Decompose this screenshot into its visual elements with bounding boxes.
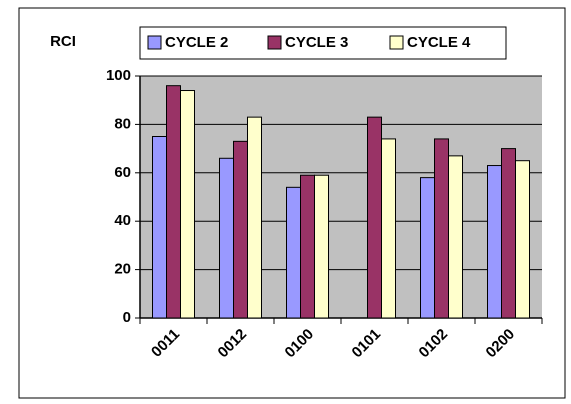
bar	[487, 165, 502, 319]
legend-label: CYCLE 2	[165, 34, 228, 51]
bar	[300, 174, 315, 319]
y-tick-label: 40	[114, 212, 131, 229]
y-tick-label: 0	[123, 309, 131, 326]
bar	[314, 174, 329, 319]
bar	[367, 116, 382, 319]
legend-swatch	[389, 35, 404, 50]
bar	[434, 138, 449, 319]
bar	[180, 90, 195, 319]
bar	[233, 140, 248, 319]
legend-label: CYCLE 3	[285, 34, 348, 51]
y-tick-label: 60	[114, 164, 131, 181]
bar	[219, 157, 234, 319]
y-tick-label: 100	[106, 67, 131, 84]
legend	[139, 26, 507, 60]
bar	[286, 186, 301, 319]
y-tick-label: 20	[114, 261, 131, 278]
y-axis-label: RCI	[50, 33, 76, 50]
legend-swatch	[267, 35, 282, 50]
legend-swatch	[147, 35, 162, 50]
y-tick-label: 80	[114, 115, 131, 132]
bar	[420, 177, 435, 319]
bar	[152, 136, 167, 319]
bar	[381, 138, 396, 319]
bar	[247, 116, 262, 319]
bar	[448, 155, 463, 319]
bar	[501, 148, 516, 319]
legend-label: CYCLE 4	[407, 34, 471, 51]
bar	[515, 160, 530, 319]
plot-area	[140, 76, 542, 318]
bar	[166, 85, 181, 319]
